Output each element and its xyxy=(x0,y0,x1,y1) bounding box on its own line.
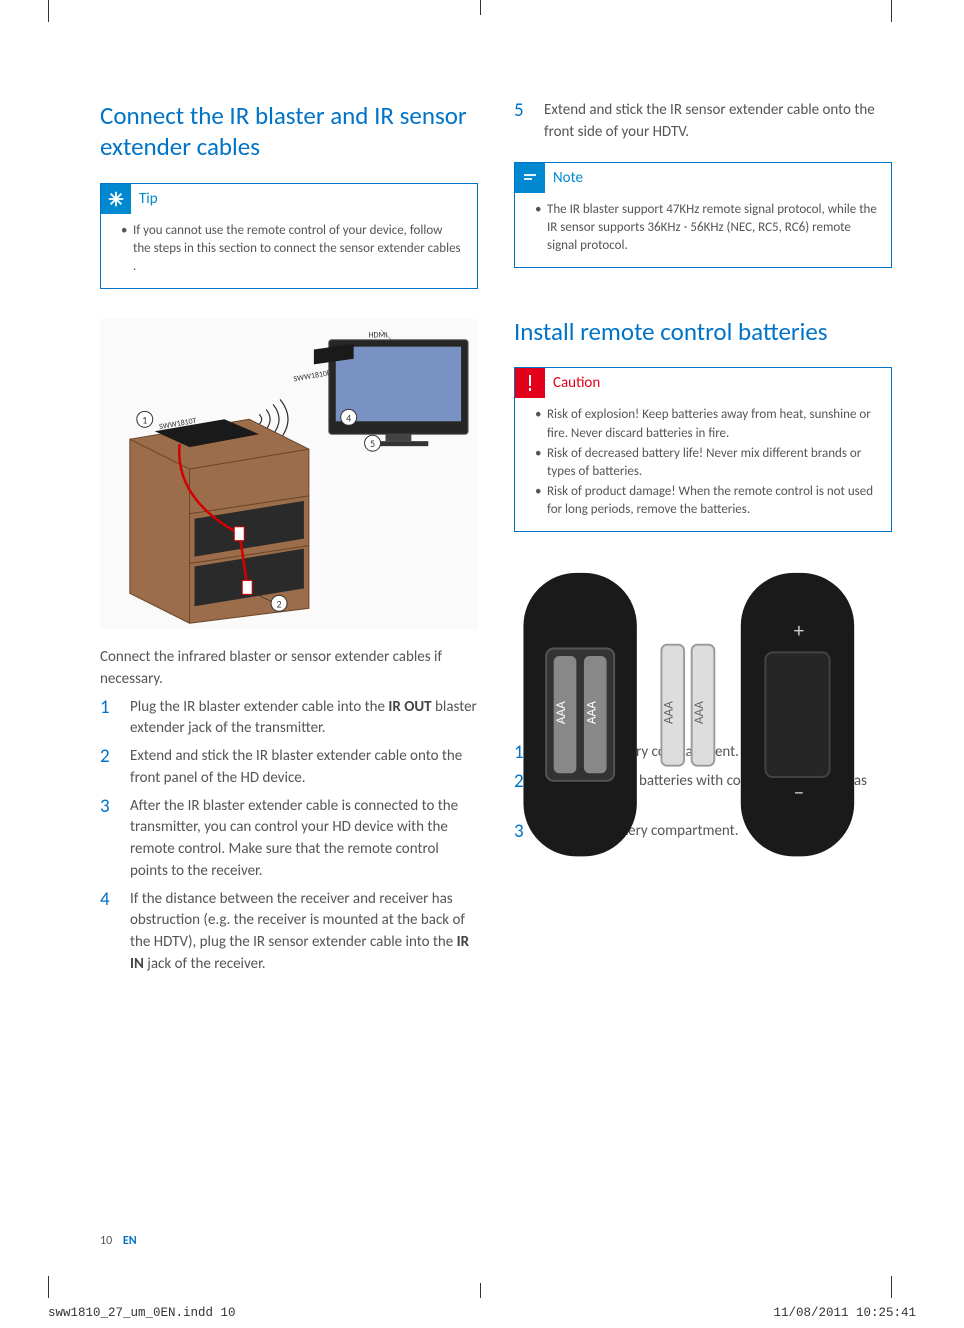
battery-label: AAA xyxy=(660,701,677,724)
step-item: 4If the distance between the receiver an… xyxy=(100,889,478,976)
section-heading-ir: Connect the IR blaster and IR sensor ext… xyxy=(100,100,478,163)
page-content: Connect the IR blaster and IR sensor ext… xyxy=(0,0,964,1042)
caution-exclaim-icon xyxy=(515,368,545,398)
print-timestamp: 11/08/2011 10:25:41 xyxy=(773,1306,916,1320)
left-steps: 1 Plug the IR blaster extender cable into… xyxy=(100,697,478,976)
svg-text:5: 5 xyxy=(370,438,375,450)
tip-callout: Tip If you cannot use the remote control… xyxy=(100,183,478,290)
svg-text:+: + xyxy=(794,618,804,644)
page-footer: 10 EN xyxy=(100,1234,137,1248)
svg-text:2: 2 xyxy=(277,598,282,610)
intro-text: Connect the infrared blaster or sensor e… xyxy=(100,647,478,691)
svg-text:1: 1 xyxy=(142,414,147,426)
left-column: Connect the IR blaster and IR sensor ext… xyxy=(100,100,478,982)
section-heading-batteries: Install remote control batteries xyxy=(514,316,892,347)
note-callout: Note The IR blaster support 47KHz remote… xyxy=(514,162,892,269)
caution-callout: Caution Risk of explosion! Keep batterie… xyxy=(514,367,892,532)
step-text: Extend and stick the IR blaster extender… xyxy=(130,746,478,790)
ir-connection-diagram: HDMI SWW1810R 4 5 xyxy=(100,319,478,629)
note-lines-icon xyxy=(515,163,545,193)
note-body: The IR blaster support 47KHz remote sign… xyxy=(515,193,891,268)
tip-asterisk-icon xyxy=(101,184,131,214)
diagram-hdmi-label: HDMI xyxy=(369,331,388,341)
note-item: The IR blaster support 47KHz remote sign… xyxy=(535,201,877,256)
note-header: Note xyxy=(515,163,891,193)
diagram-receiver-label: SWW1810R xyxy=(293,368,333,385)
tip-label: Tip xyxy=(139,190,158,208)
print-file: sww1810_27_um_0EN.indd 10 xyxy=(48,1306,236,1320)
tip-body: If you cannot use the remote control of … xyxy=(101,214,477,289)
caution-label: Caution xyxy=(553,374,600,392)
svg-text:AAA: AAA xyxy=(552,701,569,724)
caution-item: Risk of product damage! When the remote … xyxy=(535,483,877,519)
battery-diagram: AAA AAA AAA AAA + − xyxy=(514,554,892,724)
step-number: 4 xyxy=(100,889,116,976)
step-text: After the IR blaster extender cable is c… xyxy=(130,796,478,883)
step-text: Extend and stick the IR sensor extender … xyxy=(544,100,892,144)
svg-text:AAA: AAA xyxy=(582,701,599,724)
note-label: Note xyxy=(553,169,583,187)
caution-item: Risk of decreased battery life! Never mi… xyxy=(535,445,877,481)
step-text: If the distance between the receiver and… xyxy=(130,889,478,976)
step-number: 2 xyxy=(100,746,116,790)
step-item: 5 Extend and stick the IR sensor extender… xyxy=(514,100,892,144)
right-column: 5 Extend and stick the IR sensor extender… xyxy=(514,100,892,982)
caution-body: Risk of explosion! Keep batteries away f… xyxy=(515,398,891,531)
step-number: 1 xyxy=(100,697,116,741)
tip-header: Tip xyxy=(101,184,477,214)
step-item: 1 Plug the IR blaster extender cable into… xyxy=(100,697,478,741)
battery-label: AAA xyxy=(690,701,707,724)
step-text: Plug the IR blaster extender cable into … xyxy=(130,697,478,741)
caution-header: Caution xyxy=(515,368,891,398)
step-item: 2 Extend and stick the IR blaster extende… xyxy=(100,746,478,790)
tip-item: If you cannot use the remote control of … xyxy=(121,222,463,277)
step-item: 3After the IR blaster extender cable is … xyxy=(100,796,478,883)
step-number: 5 xyxy=(514,100,530,144)
step-number: 3 xyxy=(100,796,116,883)
right-top-steps: 5 Extend and stick the IR sensor extender… xyxy=(514,100,892,144)
svg-text:−: − xyxy=(794,780,804,806)
svg-text:4: 4 xyxy=(346,412,351,424)
print-footer: sww1810_27_um_0EN.indd 10 11/08/2011 10:… xyxy=(48,1306,916,1320)
page-lang: EN xyxy=(123,1234,137,1248)
caution-item: Risk of explosion! Keep batteries away f… xyxy=(535,406,877,442)
page-number: 10 xyxy=(100,1234,112,1248)
